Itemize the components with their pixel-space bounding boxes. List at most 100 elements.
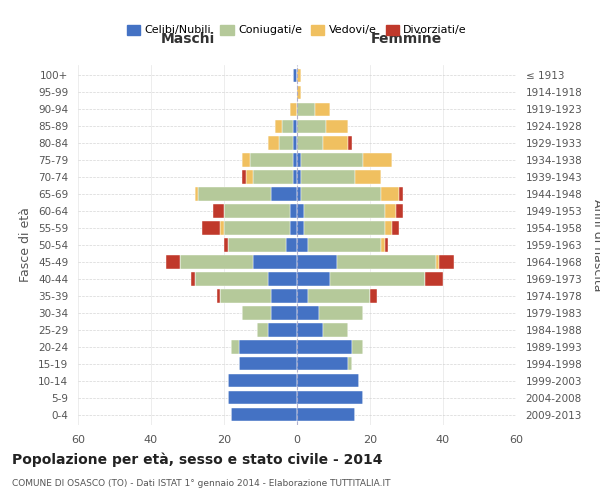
- Bar: [279, 136, 293, 149]
- Bar: [257, 324, 268, 336]
- Text: Maschi: Maschi: [160, 32, 215, 46]
- Bar: [308, 238, 381, 252]
- Bar: [191, 272, 195, 285]
- Bar: [362, 154, 392, 166]
- Bar: [297, 188, 301, 200]
- Bar: [297, 374, 359, 388]
- Y-axis label: Anni di nascita: Anni di nascita: [591, 198, 600, 291]
- Bar: [304, 204, 385, 218]
- Bar: [293, 170, 297, 183]
- Bar: [297, 136, 323, 149]
- Bar: [352, 340, 362, 353]
- Bar: [355, 170, 381, 183]
- Bar: [268, 272, 297, 285]
- Bar: [330, 272, 425, 285]
- Bar: [199, 188, 271, 200]
- Bar: [304, 222, 385, 234]
- Bar: [297, 408, 355, 422]
- Bar: [239, 340, 297, 353]
- Bar: [297, 272, 330, 285]
- Bar: [297, 340, 352, 353]
- Bar: [297, 324, 323, 336]
- Bar: [392, 222, 399, 234]
- Bar: [227, 374, 297, 388]
- Bar: [220, 290, 271, 302]
- Bar: [297, 222, 304, 234]
- Bar: [242, 170, 246, 183]
- Bar: [253, 256, 297, 268]
- Bar: [425, 272, 443, 285]
- Bar: [271, 188, 297, 200]
- Bar: [297, 238, 308, 252]
- Bar: [385, 204, 395, 218]
- Bar: [370, 290, 377, 302]
- Bar: [242, 306, 271, 320]
- Bar: [268, 136, 279, 149]
- Bar: [195, 188, 199, 200]
- Text: COMUNE DI OSASCO (TO) - Dati ISTAT 1° gennaio 2014 - Elaborazione TUTTITALIA.IT: COMUNE DI OSASCO (TO) - Dati ISTAT 1° ge…: [12, 479, 391, 488]
- Bar: [275, 120, 283, 133]
- Bar: [301, 188, 381, 200]
- Bar: [297, 256, 337, 268]
- Bar: [239, 357, 297, 370]
- Bar: [385, 238, 388, 252]
- Bar: [323, 324, 348, 336]
- Bar: [337, 256, 436, 268]
- Bar: [213, 204, 224, 218]
- Bar: [271, 290, 297, 302]
- Bar: [224, 238, 227, 252]
- Bar: [232, 340, 239, 353]
- Bar: [399, 188, 403, 200]
- Bar: [297, 120, 326, 133]
- Bar: [246, 170, 253, 183]
- Bar: [268, 324, 297, 336]
- Y-axis label: Fasce di età: Fasce di età: [19, 208, 32, 282]
- Bar: [301, 170, 355, 183]
- Bar: [297, 102, 315, 116]
- Bar: [250, 154, 293, 166]
- Bar: [271, 306, 297, 320]
- Bar: [202, 222, 220, 234]
- Bar: [326, 120, 348, 133]
- Bar: [301, 154, 362, 166]
- Bar: [180, 256, 253, 268]
- Bar: [439, 256, 454, 268]
- Bar: [227, 238, 286, 252]
- Bar: [348, 136, 352, 149]
- Text: Femmine: Femmine: [371, 32, 442, 46]
- Bar: [297, 391, 362, 404]
- Bar: [436, 256, 439, 268]
- Bar: [297, 306, 319, 320]
- Bar: [297, 170, 301, 183]
- Bar: [315, 102, 330, 116]
- Bar: [217, 290, 220, 302]
- Bar: [381, 188, 399, 200]
- Bar: [297, 86, 301, 99]
- Bar: [253, 170, 293, 183]
- Bar: [283, 120, 293, 133]
- Bar: [293, 68, 297, 82]
- Text: Popolazione per età, sesso e stato civile - 2014: Popolazione per età, sesso e stato civil…: [12, 452, 383, 467]
- Bar: [290, 102, 297, 116]
- Bar: [293, 136, 297, 149]
- Bar: [220, 222, 224, 234]
- Bar: [297, 204, 304, 218]
- Bar: [348, 357, 352, 370]
- Bar: [323, 136, 348, 149]
- Bar: [290, 204, 297, 218]
- Bar: [224, 222, 290, 234]
- Bar: [242, 154, 250, 166]
- Bar: [290, 222, 297, 234]
- Bar: [224, 204, 290, 218]
- Bar: [195, 272, 268, 285]
- Bar: [381, 238, 385, 252]
- Bar: [297, 154, 301, 166]
- Bar: [297, 357, 348, 370]
- Bar: [293, 154, 297, 166]
- Bar: [395, 204, 403, 218]
- Bar: [232, 408, 297, 422]
- Bar: [385, 222, 392, 234]
- Bar: [297, 290, 308, 302]
- Bar: [319, 306, 362, 320]
- Bar: [227, 391, 297, 404]
